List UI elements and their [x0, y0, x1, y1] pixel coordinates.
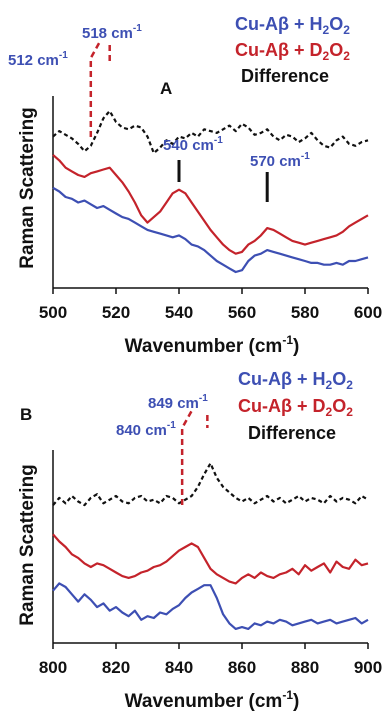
x-tick-label: 820 — [102, 658, 130, 677]
annotation-label: 518 cm-1 — [82, 23, 142, 42]
x-tick-label: 520 — [102, 303, 130, 322]
y-axis-label: Raman Scattering — [17, 464, 38, 626]
x-ticks: 500 520 540 560 580 600 — [39, 288, 382, 322]
annotation-line — [180, 409, 194, 505]
legend-entry-difference: Difference — [241, 66, 329, 86]
series-line-black — [52, 462, 369, 507]
x-tick-label: 800 — [39, 658, 67, 677]
series-line-black — [52, 109, 369, 155]
annotation-line — [89, 39, 102, 137]
legend-entry-h2o2: Cu-Aβ + H2O2 — [235, 14, 350, 37]
legend-entry-difference: Difference — [248, 423, 336, 443]
series-line-blue — [52, 186, 369, 274]
series-group — [52, 462, 369, 631]
x-tick-label: 860 — [228, 658, 256, 677]
series-group — [52, 109, 369, 274]
annotations: 840 cm-1 849 cm-1 — [116, 393, 209, 505]
legend-entry-d2o2: Cu-Aβ + D2O2 — [238, 396, 353, 419]
annotation-label: 540 cm-1 — [163, 135, 223, 154]
panel-label: B — [20, 405, 32, 424]
series-line-red — [52, 533, 369, 585]
annotation-label: 849 cm-1 — [148, 393, 208, 412]
annotation-label: 512 cm-1 — [8, 50, 68, 69]
x-tick-label: 560 — [228, 303, 256, 322]
annotation-label: 840 cm-1 — [116, 420, 176, 439]
x-tick-label: 840 — [165, 658, 193, 677]
panel-a: Cu-Aβ + H2O2 Cu-Aβ + D2O2 Difference A R… — [8, 14, 382, 357]
series-line-blue — [52, 582, 369, 631]
x-tick-label: 880 — [291, 658, 319, 677]
y-axis-label: Raman Scattering — [17, 107, 38, 269]
annotations: 512 cm-1 518 cm-1 540 cm-1 570 cm-1 — [8, 23, 310, 202]
panel-label: A — [160, 79, 172, 98]
x-tick-label: 600 — [354, 303, 382, 322]
x-tick-label: 580 — [291, 303, 319, 322]
x-axis-label: Wavenumber (cm-1) — [125, 333, 300, 357]
panel-b: Cu-Aβ + H2O2 Cu-Aβ + D2O2 Difference B R… — [17, 369, 382, 712]
x-tick-label: 500 — [39, 303, 67, 322]
x-tick-label: 900 — [354, 658, 382, 677]
x-tick-label: 540 — [165, 303, 193, 322]
legend-entry-h2o2: Cu-Aβ + H2O2 — [238, 369, 353, 392]
series-line-red — [52, 154, 369, 255]
x-ticks: 800 820 840 860 880 900 — [39, 643, 382, 677]
legend-entry-d2o2: Cu-Aβ + D2O2 — [235, 40, 350, 63]
x-axis-label: Wavenumber (cm-1) — [125, 688, 300, 712]
annotation-label: 570 cm-1 — [250, 151, 310, 170]
